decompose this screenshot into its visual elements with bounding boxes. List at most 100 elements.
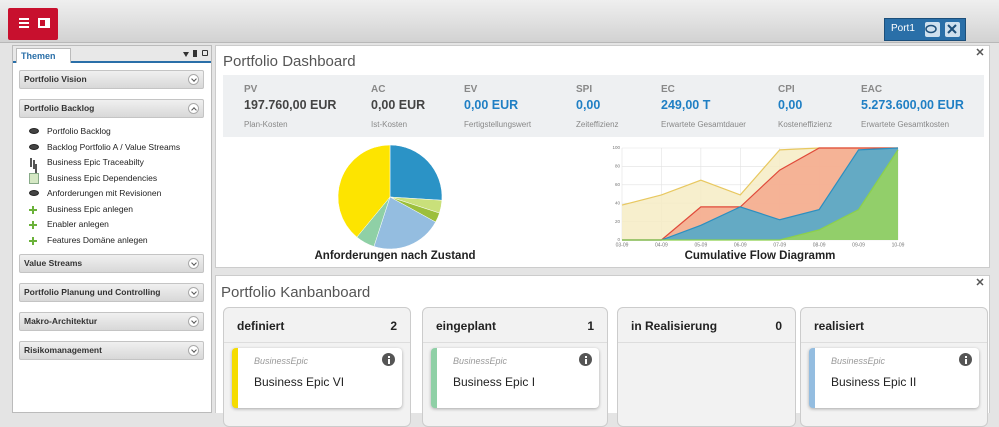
nav-item-label[interactable]: Anforderungen mit Revisionen xyxy=(47,188,162,198)
kanban-column: realisiert BusinessEpic Business Epic II xyxy=(800,307,988,427)
nav-item[interactable]: Backlog Portfolio A / Value Streams xyxy=(27,141,207,155)
group-header[interactable]: Portfolio Planung und Controlling xyxy=(19,283,204,302)
menu-icon[interactable] xyxy=(19,18,29,20)
info-icon[interactable] xyxy=(959,353,972,366)
port-tab[interactable]: Port1 xyxy=(884,18,966,41)
card-title[interactable]: Business Epic I xyxy=(453,375,536,389)
kanban-card[interactable]: BusinessEpic Business Epic I xyxy=(431,348,599,408)
kanban-column: definiert 2 BusinessEpic Business Epic VI xyxy=(223,307,411,427)
column-count: 1 xyxy=(587,319,594,333)
group-header[interactable]: Portfolio Backlog xyxy=(19,99,204,118)
plus-icon[interactable] xyxy=(32,205,34,214)
nav-item[interactable]: Business Epic Dependencies xyxy=(27,172,207,186)
group-header[interactable]: Makro-Architektur xyxy=(19,312,204,331)
chevron[interactable] xyxy=(188,345,199,356)
nav-item-label[interactable]: Business Epic Dependencies xyxy=(47,172,158,183)
eye-icon[interactable] xyxy=(29,190,39,196)
group-header[interactable]: Risikomanagement xyxy=(19,341,204,360)
card-type[interactable]: BusinessEpic xyxy=(254,356,309,366)
card-type[interactable]: BusinessEpic xyxy=(453,356,508,366)
nav-item[interactable]: Business Epic anlegen xyxy=(27,203,207,217)
eye-icon[interactable] xyxy=(29,128,39,134)
panel-title: Portfolio Dashboard xyxy=(223,53,356,70)
header-icon[interactable] xyxy=(183,52,189,57)
kpi-name: EAC xyxy=(861,84,883,95)
nav-item[interactable]: Enabler anlegen xyxy=(27,218,207,232)
logo-menu[interactable] xyxy=(8,8,58,40)
column-count: 0 xyxy=(775,319,782,333)
plus-icon[interactable] xyxy=(32,236,34,245)
nav-item-label[interactable]: Business Epic anlegen xyxy=(47,203,134,214)
chevron[interactable] xyxy=(188,103,199,114)
group-header[interactable]: Portfolio Vision xyxy=(19,70,204,89)
nav-item-label[interactable]: Backlog Portfolio A / Value Streams xyxy=(47,141,181,152)
kpi-caption: Erwartete Gesamtkosten xyxy=(861,120,950,129)
column-name: in Realisierung xyxy=(631,319,718,333)
column-divider xyxy=(423,342,607,343)
info-dot[interactable] xyxy=(964,355,967,358)
plus-icon[interactable] xyxy=(32,221,34,229)
kpi-caption: Fertigstellungswert xyxy=(464,120,532,129)
kpi-caption: Zeiteffizienz xyxy=(576,120,619,129)
column-name: definiert xyxy=(237,319,285,333)
nav-item[interactable]: Business Epic Traceabilty xyxy=(27,156,207,170)
group-header[interactable]: Value Streams xyxy=(19,254,204,273)
nav-item-label[interactable]: Portfolio Backlog xyxy=(47,126,111,136)
chevron-arrow[interactable] xyxy=(191,347,197,353)
info-bar[interactable] xyxy=(387,358,390,364)
kanban-card[interactable]: BusinessEpic Business Epic II xyxy=(809,348,979,408)
header-icon[interactable] xyxy=(193,50,197,57)
nav-item-label[interactable]: Business Epic Traceabilty xyxy=(47,157,144,167)
kanban-card[interactable]: BusinessEpic Business Epic VI xyxy=(232,348,402,408)
chevron[interactable] xyxy=(188,258,199,269)
info-dot[interactable] xyxy=(387,355,390,358)
chevron[interactable] xyxy=(188,287,199,298)
group-title[interactable]: Portfolio Backlog xyxy=(24,103,95,113)
top-bar xyxy=(0,0,999,43)
sidebar-tab[interactable]: Themen xyxy=(16,48,71,63)
card-title[interactable]: Business Epic VI xyxy=(254,375,345,389)
chevron-arrow[interactable] xyxy=(191,289,197,295)
column-name: eingeplant xyxy=(436,319,497,333)
port-tab-label[interactable]: Port1 xyxy=(891,23,915,34)
chevron-arrow[interactable] xyxy=(191,260,197,266)
chevron-arrow[interactable] xyxy=(191,107,197,113)
nav-item[interactable]: Portfolio Backlog xyxy=(27,125,207,139)
kpi-value: 197.760,00 EUR xyxy=(244,98,337,112)
sidebar: Themen Portfolio Vision Portfolio Backlog… xyxy=(12,45,212,413)
header-icon[interactable] xyxy=(202,50,208,56)
info-bar[interactable] xyxy=(964,358,967,364)
chevron[interactable] xyxy=(188,74,199,85)
group-title[interactable]: Value Streams xyxy=(24,258,83,268)
card-title[interactable]: Business Epic II xyxy=(831,375,917,389)
group-title[interactable]: Makro-Architektur xyxy=(24,316,98,326)
card-type[interactable]: BusinessEpic xyxy=(831,356,886,366)
nav-item[interactable]: Features Domäne anlegen xyxy=(27,234,207,248)
close-button[interactable] xyxy=(945,22,960,37)
kpi-band xyxy=(223,75,984,137)
kanban-column: in Realisierung 0 xyxy=(617,307,796,427)
nav-item[interactable]: Anforderungen mit Revisionen xyxy=(27,187,207,201)
eye-button[interactable] xyxy=(925,22,940,37)
nav-item-label[interactable]: Enabler anlegen xyxy=(47,219,109,229)
chevron-arrow[interactable] xyxy=(191,318,197,324)
info-dot[interactable] xyxy=(584,355,587,358)
chevron-arrow[interactable] xyxy=(191,76,197,82)
doc-icon[interactable] xyxy=(29,172,39,184)
info-icon[interactable] xyxy=(382,353,395,366)
kpi-name: EV xyxy=(464,84,478,95)
view-icon[interactable] xyxy=(38,18,50,28)
nav-item-label[interactable]: Features Domäne anlegen xyxy=(47,234,148,245)
info-bar[interactable] xyxy=(584,358,587,364)
group-title[interactable]: Portfolio Vision xyxy=(24,74,87,84)
group-title[interactable]: Portfolio Planung und Controlling xyxy=(24,287,161,297)
group-title[interactable]: Risikomanagement xyxy=(24,345,102,355)
eye-icon[interactable] xyxy=(29,143,39,150)
chevron[interactable] xyxy=(188,316,199,327)
tree-icon[interactable] xyxy=(30,158,32,167)
kpi-name: PV xyxy=(244,84,258,95)
kanban-column: eingeplant 1 BusinessEpic Business Epic I xyxy=(422,307,608,427)
column-divider xyxy=(618,342,795,343)
dashboard-panel: Portfolio Dashboard PV 197.760,00 EUR Plan… xyxy=(215,45,990,268)
info-icon[interactable] xyxy=(579,353,592,366)
